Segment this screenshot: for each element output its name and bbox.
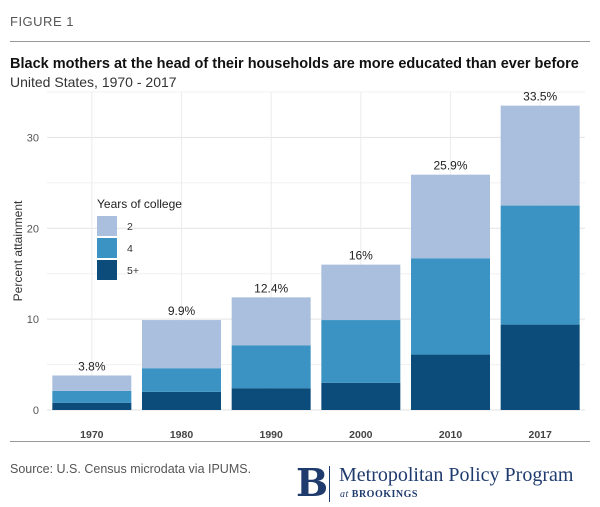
bar-segment-1980-5plus [142,391,221,410]
figure-label: FIGURE 1 [10,14,74,29]
bars [52,105,580,410]
bar-segment-1990-5plus [231,388,311,410]
legend-title: Years of college [97,197,182,211]
gridlines [47,91,585,411]
y-axis-title: Percent attainment [11,200,25,301]
bar-segment-2010-2 [411,174,490,259]
program-affiliation: at BROOKINGS [340,489,418,500]
bar-segment-1970-5plus [52,402,132,410]
legend-swatch-2 [97,216,117,236]
legend-label: 2 [127,221,133,233]
bar-segment-2017-4 [500,205,580,325]
total-labels: 3.8% 9.9% 12.4% 16% 25.9% 33.5% [78,90,557,374]
x-tick-label: 1990 [259,429,283,440]
x-tick-label: 1970 [80,429,104,440]
y-tick-label: 10 [27,314,39,326]
bar-segment-2000-2 [321,264,401,321]
top-divider [10,41,590,42]
bar-segment-2017-5plus [500,324,580,410]
total-label-2017: 33.5% [523,90,557,104]
legend-swatch-4 [97,238,117,258]
bar-segment-1990-2 [231,297,311,346]
bar-segment-2017-2 [500,105,580,206]
bar-segment-2000-4 [321,320,401,383]
source-note: Source: U.S. Census microdata via IPUMS. [10,462,252,476]
bar-segment-1990-4 [231,345,311,389]
legend: Years of college 2 4 5+ [97,197,182,280]
y-tick-label: 30 [27,132,39,144]
chart-subtitle: United States, 1970 - 2017 [10,74,177,90]
bar-segment-1980-4 [142,368,221,392]
bar-segment-2010-4 [411,258,490,355]
y-tick-label: 0 [33,405,39,417]
x-tick-label: 2000 [349,429,373,440]
total-label-2010: 25.9% [433,159,467,173]
affiliation-org: BROOKINGS [351,489,418,500]
bar-segment-2000-5plus [321,382,401,410]
chart-title: Black mothers at the head of their house… [10,56,579,72]
brookings-logo-mark: B [296,460,329,505]
x-tick-label: 2017 [528,429,552,440]
logo-divider [329,466,330,502]
x-tick-label: 2010 [439,429,463,440]
total-label-1970: 3.8% [78,359,106,373]
total-label-1980: 9.9% [168,304,196,318]
x-axis: 1970 1980 1990 2000 2010 2017 [80,429,552,440]
bar-segment-2010-5plus [411,354,490,410]
x-tick-label: 1980 [170,429,194,440]
total-label-1990: 12.4% [254,281,288,295]
affiliation-prefix: at [340,489,352,500]
total-label-2000: 16% [349,249,373,263]
bar-segment-1980-2 [142,320,221,369]
bar-segment-1970-4 [52,390,132,403]
legend-label: 5+ [127,265,139,277]
legend-label: 4 [127,243,133,255]
bar-segment-1970-2 [52,375,132,391]
y-tick-label: 20 [27,223,39,235]
legend-swatch-5plus [97,260,117,280]
bottom-divider [10,441,590,442]
y-axis: 0 10 20 30 Percent attainment [11,132,39,417]
program-name: Metropolitan Policy Program [339,464,574,486]
